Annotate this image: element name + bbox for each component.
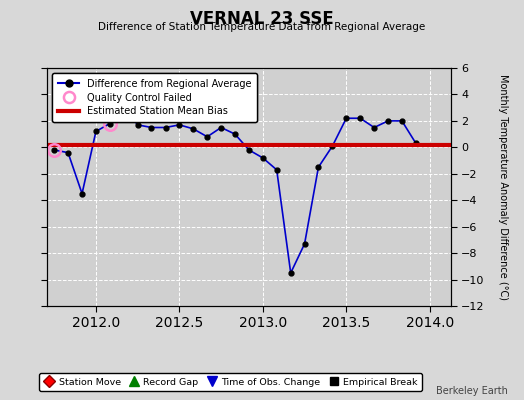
Y-axis label: Monthly Temperature Anomaly Difference (°C): Monthly Temperature Anomaly Difference (… — [498, 74, 508, 300]
Text: Difference of Station Temperature Data from Regional Average: Difference of Station Temperature Data f… — [99, 22, 425, 32]
Legend: Station Move, Record Gap, Time of Obs. Change, Empirical Break: Station Move, Record Gap, Time of Obs. C… — [39, 373, 422, 391]
Text: Berkeley Earth: Berkeley Earth — [436, 386, 508, 396]
Legend: Difference from Regional Average, Quality Control Failed, Estimated Station Mean: Difference from Regional Average, Qualit… — [52, 73, 257, 122]
Text: VERNAL 23 SSE: VERNAL 23 SSE — [190, 10, 334, 28]
